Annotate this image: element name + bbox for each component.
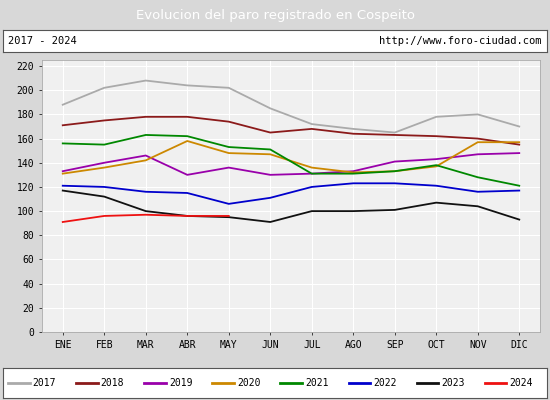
Text: 2022: 2022 [373, 378, 397, 388]
Text: 2017: 2017 [32, 378, 56, 388]
Text: 2023: 2023 [441, 378, 465, 388]
Text: 2024: 2024 [509, 378, 532, 388]
Text: 2018: 2018 [101, 378, 124, 388]
Text: http://www.foro-ciudad.com: http://www.foro-ciudad.com [379, 36, 542, 46]
Text: 2021: 2021 [305, 378, 328, 388]
Text: Evolucion del paro registrado en Cospeito: Evolucion del paro registrado en Cospeit… [135, 8, 415, 22]
Text: 2019: 2019 [169, 378, 192, 388]
Text: 2020: 2020 [237, 378, 260, 388]
Text: 2017 - 2024: 2017 - 2024 [8, 36, 77, 46]
